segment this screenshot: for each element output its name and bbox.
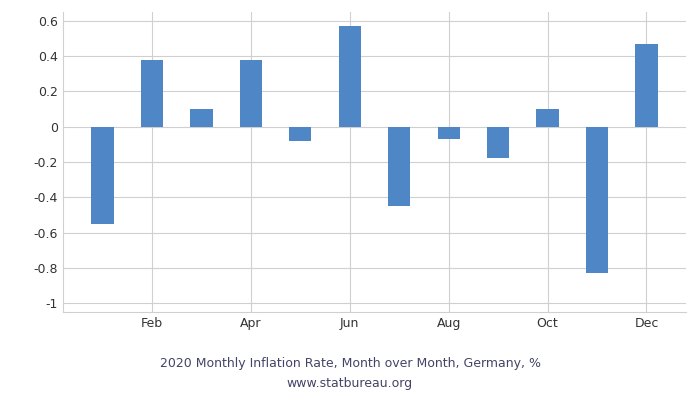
Bar (339, 26, 361, 127)
Bar (586, 127, 608, 273)
Text: 2020 Monthly Inflation Rate, Month over Month, Germany, %: 2020 Monthly Inflation Rate, Month over … (160, 358, 540, 370)
Bar (240, 60, 262, 127)
Bar (92, 127, 113, 224)
Bar (190, 109, 213, 127)
Text: www.statbureau.org: www.statbureau.org (287, 378, 413, 390)
Bar (289, 127, 312, 141)
Bar (636, 44, 657, 127)
Bar (536, 109, 559, 127)
Bar (141, 60, 163, 127)
Bar (487, 127, 509, 158)
Bar (438, 127, 460, 139)
Bar (388, 127, 410, 206)
